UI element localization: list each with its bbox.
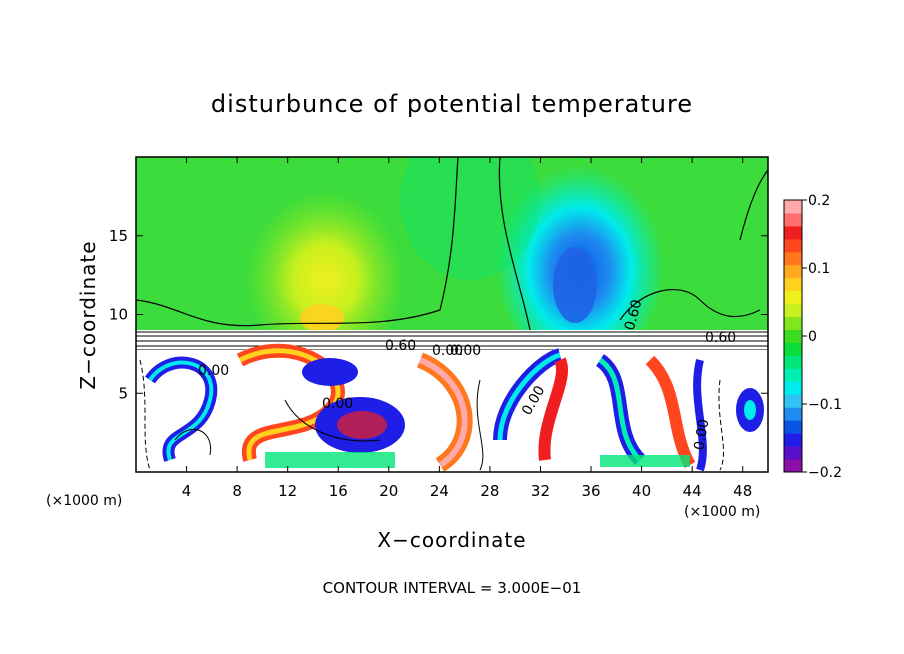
colorbar-swatch <box>784 459 802 473</box>
colorbar-swatch <box>784 277 802 292</box>
inversion-layer <box>136 330 768 350</box>
colorbar-swatch <box>784 433 802 447</box>
colorbar-tick-label: 0.2 <box>808 193 830 209</box>
contour-label: 0.00 <box>432 343 463 359</box>
colorbar-swatch <box>784 394 802 408</box>
x-tick-label: 8 <box>232 482 242 500</box>
x-tick-label: 28 <box>480 482 499 500</box>
colorbar-swatch <box>784 264 802 279</box>
colorbar-swatch <box>784 225 802 240</box>
y-tick-label: 15 <box>109 227 128 245</box>
colorbar-swatch <box>784 212 802 227</box>
x-tick-label: 40 <box>632 482 651 500</box>
x-tick-label: 24 <box>430 482 449 500</box>
colorbar-tick-label: −0.2 <box>808 465 842 481</box>
colorbar-swatch <box>784 303 802 318</box>
colorbar-swatch <box>784 290 802 305</box>
colorbar-swatch <box>784 446 802 460</box>
x-tick-label: 48 <box>733 482 752 500</box>
colorbar-swatch <box>784 342 802 356</box>
x-tick-label: 20 <box>379 482 398 500</box>
colorbar-swatch <box>784 420 802 434</box>
x-tick-label: 16 <box>329 482 348 500</box>
x-axis: 4 8 12 16 20 24 28 32 36 40 44 48 <box>182 157 752 500</box>
y-tick-label: 5 <box>118 384 128 402</box>
colorbar: 0.2 0.1 0 −0.1 −0.2 <box>783 193 842 481</box>
x-tick-label: 4 <box>182 482 192 500</box>
colorbar-swatch <box>784 238 802 253</box>
x-tick-label: 36 <box>581 482 600 500</box>
green-region <box>400 157 540 280</box>
colorbar-swatch <box>784 381 802 395</box>
contour-label: 0.00 <box>198 363 229 379</box>
contour-interval-note: CONTOUR INTERVAL = 3.000E−01 <box>323 579 582 597</box>
x-unit-right: (×1000 m) <box>684 504 760 520</box>
colorbar-tick-label: −0.1 <box>808 397 842 413</box>
colorbar-swatch <box>784 251 802 266</box>
y-tick-label: 10 <box>109 306 128 324</box>
colorbar-swatch <box>784 200 802 214</box>
warm-plume <box>245 190 405 370</box>
lower-contours <box>139 359 724 471</box>
x-axis-label: X−coordinate <box>377 528 526 552</box>
contour-label: 0.60 <box>622 298 646 332</box>
upper-contours <box>136 157 768 331</box>
y-axis-label: Z−coordinate <box>76 240 100 389</box>
cool-core <box>553 247 597 323</box>
x-tick-label: 44 <box>683 482 702 500</box>
contour-label: 0.00 <box>450 343 481 359</box>
x-tick-label: 32 <box>531 482 550 500</box>
y-axis: 5 10 15 <box>109 227 768 402</box>
warm-plume-core <box>300 304 344 332</box>
colorbar-swatch <box>784 316 802 331</box>
colorbar-swatch <box>784 329 802 343</box>
colorbar-tick-label: 0 <box>808 329 817 345</box>
x-unit-left: (×1000 m) <box>46 493 122 509</box>
colorbar-tick-label: 0.1 <box>808 261 830 277</box>
plot-area <box>136 157 768 472</box>
contour-label: 0.60 <box>385 338 416 354</box>
chart-title: disturbunce of potential temperature <box>211 90 693 118</box>
contour-label: 0.00 <box>691 418 712 451</box>
x-tick-label: 12 <box>278 482 297 500</box>
colorbar-swatch <box>784 368 802 382</box>
colorbar-swatch <box>784 355 802 369</box>
colorbar-swatch <box>784 407 802 421</box>
contour-label: 0.60 <box>705 330 736 346</box>
contour-label: 0.00 <box>322 396 353 412</box>
eddies <box>145 343 764 472</box>
